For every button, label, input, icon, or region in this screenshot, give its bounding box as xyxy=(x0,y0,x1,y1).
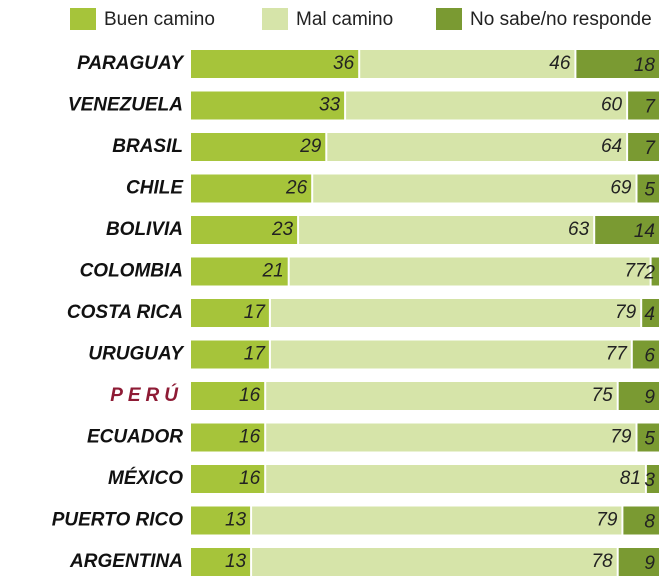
bar-segment xyxy=(628,133,659,161)
value-label: 16 xyxy=(239,385,261,406)
bar-segment xyxy=(289,257,650,286)
value-label: 5 xyxy=(644,429,655,450)
value-label: 14 xyxy=(634,221,655,242)
category-label: ECUADOR xyxy=(87,427,183,448)
value-label: 33 xyxy=(319,95,341,116)
category-label: COLOMBIA xyxy=(80,261,183,282)
bar-segment xyxy=(266,465,645,493)
value-label: 60 xyxy=(601,95,623,116)
bar-segment xyxy=(628,91,659,120)
category-label: MÉXICO xyxy=(108,467,183,489)
value-label: 36 xyxy=(333,53,355,74)
category-label: PUERTO RICO xyxy=(52,510,183,531)
value-label: 4 xyxy=(644,304,655,325)
bar-segment xyxy=(191,340,269,369)
value-label: 29 xyxy=(299,136,322,157)
bar-segment xyxy=(191,91,345,120)
bar-segment xyxy=(191,174,312,203)
value-label: 13 xyxy=(225,510,247,531)
bar-segment xyxy=(618,382,659,410)
bar-segment xyxy=(642,299,659,327)
bar-segment xyxy=(637,423,659,452)
bar-segment xyxy=(651,257,659,286)
value-label: 77 xyxy=(624,261,647,282)
value-label: 78 xyxy=(592,551,614,572)
value-label: 23 xyxy=(271,219,294,240)
value-label: 64 xyxy=(601,136,622,157)
category-label: COSTA RICA xyxy=(67,302,183,323)
value-label: 16 xyxy=(239,427,261,448)
value-label: 5 xyxy=(644,180,655,201)
bar-segment xyxy=(618,548,659,576)
bar-segment xyxy=(191,465,265,493)
bar-segment xyxy=(346,91,627,120)
bar-segment xyxy=(191,506,251,535)
legend-swatch xyxy=(262,8,288,30)
bar-segment xyxy=(266,382,617,410)
value-label: 63 xyxy=(568,219,590,240)
value-label: 79 xyxy=(615,302,637,323)
bar-segment xyxy=(191,548,251,576)
value-label: 21 xyxy=(262,261,284,282)
bar-segment xyxy=(595,216,659,244)
bar-segment xyxy=(191,133,326,161)
value-label: 6 xyxy=(644,346,655,367)
category-label: VENEZUELA xyxy=(68,95,183,116)
value-label: 69 xyxy=(610,178,632,199)
bar-segment xyxy=(191,216,298,244)
bar-segment xyxy=(299,216,594,244)
bar-segment xyxy=(327,133,627,161)
value-label: 79 xyxy=(610,427,632,448)
value-label: 17 xyxy=(244,344,267,365)
bar-segment xyxy=(191,50,359,78)
category-label: BOLIVIA xyxy=(106,219,183,240)
bar-segment xyxy=(191,299,269,327)
value-label: 3 xyxy=(644,470,655,491)
value-label: 17 xyxy=(244,302,267,323)
value-label: 13 xyxy=(225,551,247,572)
bar-segment xyxy=(270,340,631,369)
bar-segment xyxy=(360,50,575,78)
bar-segment xyxy=(313,174,636,203)
value-label: 9 xyxy=(644,387,655,408)
bar-segment xyxy=(191,257,288,286)
legend-swatch xyxy=(436,8,462,30)
bar-segment xyxy=(576,50,659,78)
value-label: 77 xyxy=(606,344,629,365)
category-label: URUGUAY xyxy=(88,344,185,365)
value-label: 81 xyxy=(620,468,641,489)
value-label: 16 xyxy=(239,468,261,489)
bar-segment xyxy=(270,299,641,327)
category-label: CHILE xyxy=(126,178,184,199)
category-label: PERÚ xyxy=(110,384,183,406)
bar-segment xyxy=(252,506,622,535)
value-label: 8 xyxy=(644,512,655,533)
bar-segment xyxy=(252,548,617,576)
legend-label: No sabe/no responde xyxy=(470,9,652,30)
bar-segment xyxy=(191,423,265,452)
bar-segment xyxy=(266,423,636,452)
value-label: 75 xyxy=(592,385,614,406)
bar-segment xyxy=(632,340,659,369)
value-label: 79 xyxy=(596,510,618,531)
bar-segment xyxy=(646,465,659,493)
category-label: PARAGUAY xyxy=(77,53,185,74)
value-label: 2 xyxy=(643,263,655,284)
value-label: 7 xyxy=(644,97,656,118)
legend-swatch xyxy=(70,8,96,30)
value-label: 9 xyxy=(644,553,655,574)
value-label: 7 xyxy=(644,138,656,159)
bar-segment xyxy=(637,174,659,203)
value-label: 46 xyxy=(549,53,571,74)
bar-segment xyxy=(191,382,265,410)
value-label: 26 xyxy=(285,178,308,199)
legend-label: Buen camino xyxy=(104,9,215,30)
legend-label: Mal camino xyxy=(296,9,393,30)
value-label: 18 xyxy=(634,55,656,76)
category-label: ARGENTINA xyxy=(69,551,183,572)
category-label: BRASIL xyxy=(112,136,183,157)
bar-segment xyxy=(623,506,659,535)
